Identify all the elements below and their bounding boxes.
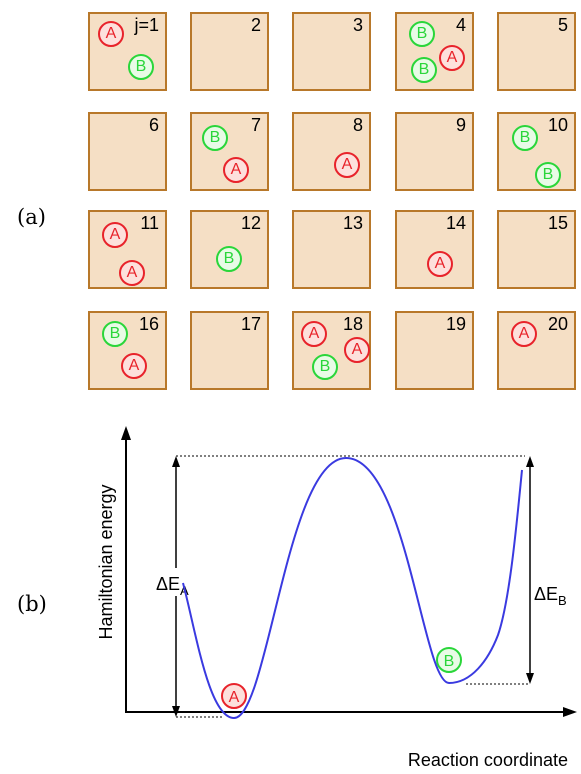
delta-eb-label: ΔEB: [534, 584, 567, 608]
cell-number: 19: [445, 314, 466, 334]
molecule-a: A: [344, 337, 370, 363]
cell-number: j=1: [134, 15, 159, 35]
cell-number: 14: [445, 213, 466, 233]
cell-number: 20: [547, 314, 568, 334]
lattice-cell: 11 A A: [88, 210, 167, 289]
panel-a-label: (a): [17, 205, 46, 229]
cell-number: 15: [547, 213, 568, 233]
y-axis-label: Hamiltonian energy: [96, 484, 116, 639]
well-a-molecule: [221, 683, 247, 709]
cell-number: 8: [352, 115, 363, 135]
lattice-cell: 15: [497, 210, 576, 289]
lattice-cell: 18 A A B: [292, 311, 371, 390]
cell-number: 3: [352, 15, 363, 35]
delta-ea-arrowhead-top: [172, 456, 180, 467]
lattice-cell: 14 A: [395, 210, 474, 289]
molecule-a: A: [119, 260, 145, 286]
molecule-a: A: [427, 251, 453, 277]
molecule-a: A: [334, 152, 360, 178]
cell-number: 11: [140, 213, 159, 233]
molecule-a: A: [121, 353, 147, 379]
panel-b-label: (b): [17, 592, 47, 616]
molecule-b: B: [128, 54, 154, 80]
x-axis-label: Reaction coordinate: [408, 750, 568, 770]
well-b-molecule: [436, 647, 462, 673]
molecule-b: B: [411, 57, 437, 83]
lattice-cell: 19: [395, 311, 474, 390]
molecule-b: B: [512, 125, 538, 151]
lattice-cell: 17: [190, 311, 269, 390]
molecule-b: B: [202, 125, 228, 151]
lattice-cell: 13: [292, 210, 371, 289]
well-b-molecule-letter: B: [444, 653, 455, 670]
molecule-a: A: [439, 45, 465, 71]
lattice-cell: 12 B: [190, 210, 269, 289]
molecule-b: B: [535, 162, 561, 188]
well-a-molecule-letter: A: [229, 689, 240, 706]
molecule-a: A: [511, 321, 537, 347]
cell-number: 9: [455, 115, 466, 135]
lattice-cell: 16 B A: [88, 311, 167, 390]
molecule-a: A: [301, 321, 327, 347]
delta-eb-arrowhead-top: [526, 456, 534, 467]
cell-number: 18: [342, 314, 363, 334]
molecule-b: B: [102, 321, 128, 347]
cell-number: 10: [547, 115, 568, 135]
cell-number: 5: [557, 15, 568, 35]
cell-number: 13: [342, 213, 363, 233]
molecule-b: B: [312, 354, 338, 380]
lattice-cell: 5: [497, 12, 576, 91]
lattice-cell: 2: [190, 12, 269, 91]
molecule-a: A: [102, 222, 128, 248]
molecule-a: A: [223, 157, 249, 183]
lattice-grid: j=1 A B 2 3 4 B A B 5 6 7 B A 8 A 9 10 B B 11 A A 12 B 13 14 A 15 16 B…: [88, 12, 576, 390]
lattice-cell: j=1 A B: [88, 12, 167, 91]
cell-number: 4: [455, 15, 466, 35]
cell-number: 17: [240, 314, 261, 334]
cell-number: 7: [250, 115, 261, 135]
molecule-b: B: [216, 246, 242, 272]
lattice-cell: 3: [292, 12, 371, 91]
cell-number: 12: [240, 213, 261, 233]
lattice-cell: 6: [88, 112, 167, 191]
delta-eb-arrowhead-bottom: [526, 673, 534, 684]
lattice-cell: 9: [395, 112, 474, 191]
delta-ea-arrowhead-bottom: [172, 706, 180, 717]
molecule-a: A: [98, 21, 124, 47]
energy-curve: [182, 456, 523, 720]
molecule-b: B: [409, 21, 435, 47]
lattice-cell: 10 B B: [497, 112, 576, 191]
lattice-cell: 20 A: [497, 311, 576, 390]
cell-number: 6: [148, 115, 159, 135]
y-axis-arrow: [121, 426, 131, 440]
cell-number: 2: [250, 15, 261, 35]
x-axis-arrow: [563, 707, 577, 717]
cell-number: 16: [138, 314, 159, 334]
